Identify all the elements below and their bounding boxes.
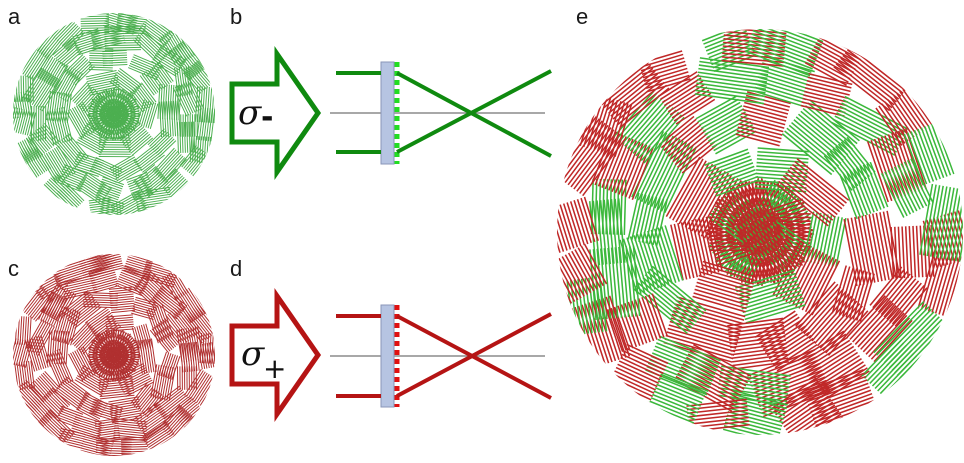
panel-label-c: c	[8, 256, 19, 281]
polarization-sign-d: +	[263, 352, 286, 385]
panel-label-e: e	[576, 4, 589, 29]
panel-label-a: a	[8, 4, 21, 29]
polarization-symbol-b: σ	[238, 93, 262, 133]
substrate-d	[380, 304, 395, 408]
substrate-b	[380, 61, 395, 165]
input-arrow-b	[229, 46, 322, 180]
polarization-symbol-d: σ	[241, 334, 265, 374]
metasurface-disk-e	[557, 29, 963, 435]
panel-label-b: b	[230, 4, 243, 29]
optics-diagram-d: σ +	[229, 288, 552, 422]
beam-rays-d	[336, 312, 552, 400]
metasurface-disk-c	[13, 254, 215, 456]
optics-diagram-b: σ -	[229, 46, 552, 180]
panel-label-d: d	[230, 256, 243, 281]
metasurface-disk-a	[13, 13, 215, 215]
polarization-sign-b: -	[261, 100, 273, 135]
input-arrow-d	[229, 288, 322, 422]
beam-rays-b	[336, 69, 552, 158]
